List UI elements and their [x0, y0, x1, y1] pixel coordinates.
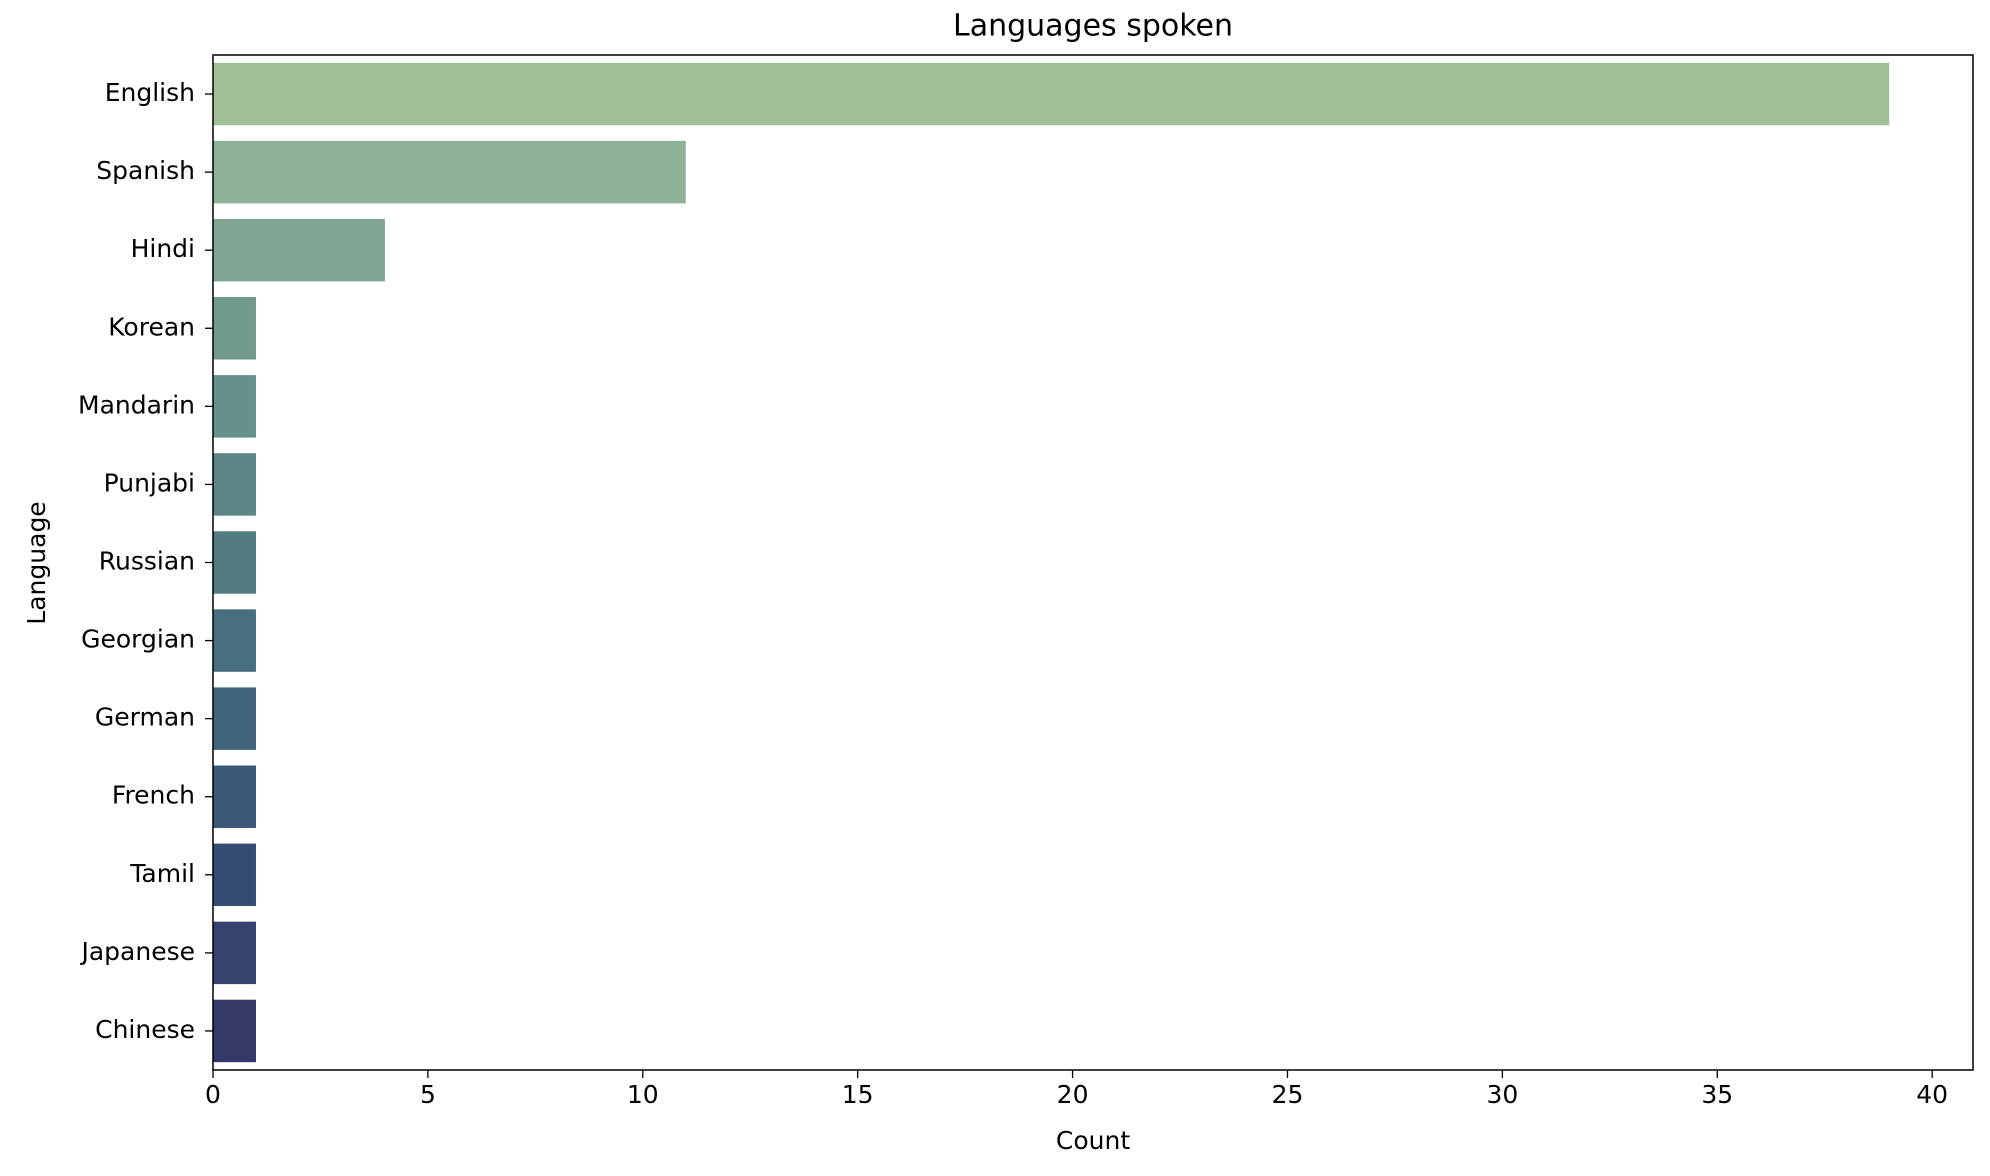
x-tick-label: 30 — [1486, 1080, 1518, 1109]
bar — [213, 531, 256, 594]
y-tick-label: French — [112, 781, 195, 810]
y-tick-label: Mandarin — [78, 390, 195, 419]
x-tick-label: 0 — [205, 1080, 221, 1109]
x-axis-label: Count — [1056, 1126, 1130, 1155]
bar — [213, 62, 1890, 126]
bar — [213, 140, 686, 204]
x-tick-label: 25 — [1272, 1080, 1304, 1109]
y-tick-label: Punjabi — [104, 468, 195, 497]
x-tick-label: 10 — [627, 1080, 659, 1109]
bar — [213, 999, 256, 1063]
x-tick-label: 35 — [1701, 1080, 1733, 1109]
bar — [213, 765, 256, 828]
y-tick-label: Russian — [99, 547, 195, 576]
chart-title: Languages spoken — [953, 9, 1233, 44]
y-tick-label: Chinese — [95, 1015, 195, 1044]
y-tick-label: Hindi — [131, 234, 195, 263]
x-tick-label: 40 — [1916, 1080, 1948, 1109]
y-tick-label: English — [105, 78, 195, 107]
bar — [213, 609, 256, 672]
bar — [213, 453, 256, 516]
y-tick-label: Georgian — [81, 625, 195, 654]
y-axis-label: Language — [22, 501, 51, 624]
bar — [213, 687, 256, 750]
x-tick-label: 20 — [1057, 1080, 1089, 1109]
y-tick-label: German — [95, 703, 195, 732]
bar — [213, 297, 256, 360]
x-tick-label: 5 — [420, 1080, 436, 1109]
bar — [213, 218, 385, 282]
y-tick-label: Japanese — [79, 937, 195, 966]
x-tick-label: 15 — [842, 1080, 874, 1109]
plot-frame — [212, 54, 1974, 1071]
bar — [213, 375, 256, 438]
bar — [213, 921, 256, 985]
bar — [213, 843, 256, 907]
y-tick-label: Korean — [108, 312, 195, 341]
y-tick-label: Tamil — [129, 859, 195, 888]
y-tick-label: Spanish — [96, 156, 195, 185]
